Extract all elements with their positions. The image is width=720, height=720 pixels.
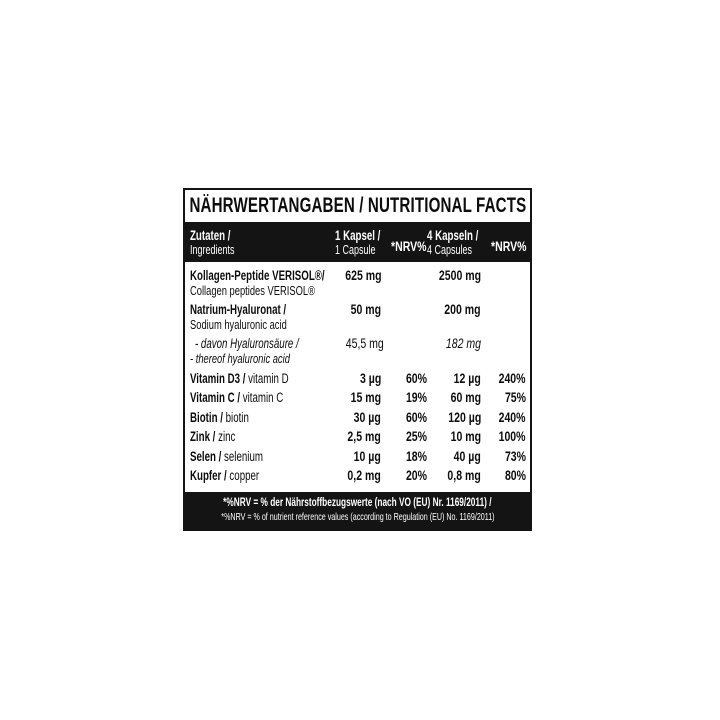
- header-ingredients-en: Ingredients: [190, 242, 235, 257]
- row-nrv-4cap: 73%: [504, 448, 526, 464]
- row-value-1cap: 15 mg: [350, 390, 381, 406]
- table-row: Biotin / biotin 30 µg 60% 120 µg 240%: [190, 408, 526, 427]
- header-nrv-4: *NRV%: [491, 238, 527, 254]
- table-row: Kupfer / copper 0,2 mg 20% 0,8 mg 80%: [190, 466, 526, 485]
- row-label-en: Collagen peptides VERISOL®: [190, 283, 316, 298]
- row-label: Vitamin D3 / vitamin D: [190, 371, 289, 386]
- table-row: - davon Hyaluronsäure / 45,5 mg 182 mg -…: [190, 335, 526, 366]
- nutrition-facts-table: NÄHRWERTANGABEN / NUTRITIONAL FACTS Zuta…: [183, 188, 532, 531]
- table-row: Natrium-Hyaluronat / 50 mg 200 mg Sodium…: [190, 301, 526, 332]
- row-label-de: Natrium-Hyaluronat /: [190, 302, 287, 317]
- row-value-1cap: 45,5 mg: [345, 336, 384, 351]
- row-value-1cap: 625 mg: [345, 268, 382, 283]
- row-value-4cap: 200 mg: [444, 302, 481, 317]
- table-body: Kollagen-Peptide VERISOL®/ 625 mg 2500 m…: [185, 262, 530, 492]
- row-label: Selen / selenium: [190, 448, 263, 464]
- row-nrv-1cap: 60%: [405, 409, 427, 425]
- header-nrv-1: *NRV%: [391, 238, 427, 254]
- table-row: Selen / selenium 10 µg 18% 40 µg 73%: [190, 447, 526, 466]
- row-label-de: - davon Hyaluronsäure /: [195, 336, 299, 351]
- row-value-4cap: 12 µg: [453, 371, 481, 386]
- row-nrv-4cap: 80%: [504, 467, 526, 483]
- header-ingredients-de: Zutaten /: [190, 227, 231, 243]
- header-1-capsule-en: 1 Capsule: [335, 242, 376, 257]
- row-value-4cap: 10 mg: [450, 429, 481, 445]
- header-4-capsules-en: 4 Capsules: [427, 242, 473, 257]
- row-label: Biotin / biotin: [190, 409, 249, 425]
- row-value-1cap: 10 µg: [353, 448, 381, 464]
- row-value-1cap: 2,5 mg: [347, 429, 381, 445]
- nrv-footnote-de: *%NRV = % der Nährstoffbezugswerte (nach…: [223, 497, 492, 509]
- row-nrv-1cap: 60%: [405, 371, 427, 386]
- row-label: Vitamin C / vitamin C: [190, 390, 284, 406]
- nrv-footnote-en: *%NRV = % of nutrient reference values (…: [220, 511, 495, 523]
- table-row: Vitamin D3 / vitamin D 3 µg 60% 12 µg 24…: [190, 369, 526, 388]
- header-1-capsule: 1 Kapsel / 1 Capsule: [335, 228, 381, 258]
- row-value-4cap: 40 µg: [453, 448, 481, 464]
- row-label: Kupfer / copper: [190, 467, 260, 483]
- row-value-1cap: 50 mg: [350, 302, 381, 317]
- row-value-4cap: 60 mg: [450, 390, 481, 406]
- header-1-capsule-de: 1 Kapsel /: [335, 227, 381, 243]
- row-nrv-1cap: 18%: [405, 448, 427, 464]
- row-value-4cap: 2500 mg: [438, 268, 482, 283]
- table-header-row: Zutaten / Ingredients 1 Kapsel / 1 Capsu…: [185, 222, 530, 262]
- row-nrv-1cap: 19%: [405, 390, 427, 406]
- table-title: NÄHRWERTANGABEN / NUTRITIONAL FACTS: [189, 194, 526, 217]
- row-nrv-4cap: 75%: [504, 390, 526, 406]
- row-value-4cap: 0,8 mg: [447, 467, 481, 483]
- row-nrv-1cap: 25%: [405, 429, 427, 445]
- row-label: Zink / zinc: [190, 429, 236, 445]
- row-nrv-4cap: 100%: [499, 429, 526, 445]
- row-value-4cap: 120 µg: [447, 409, 481, 425]
- nrv-footnote: *%NRV = % der Nährstoffbezugswerte (nach…: [185, 492, 530, 529]
- header-4-capsules-de: 4 Kapseln /: [427, 227, 479, 243]
- row-label-en: - thereof hyaluronic acid: [190, 351, 290, 366]
- table-title-bar: NÄHRWERTANGABEN / NUTRITIONAL FACTS: [185, 190, 530, 222]
- row-value-1cap: 3 µg: [359, 371, 381, 386]
- table-row: Vitamin C / vitamin C 15 mg 19% 60 mg 75…: [190, 388, 526, 407]
- row-value-1cap: 30 µg: [353, 409, 381, 425]
- row-value-1cap: 0,2 mg: [347, 467, 381, 483]
- table-row: Zink / zinc 2,5 mg 25% 10 mg 100%: [190, 427, 526, 446]
- row-label-de: Kollagen-Peptide VERISOL®/: [190, 268, 325, 283]
- row-nrv-1cap: 20%: [405, 467, 427, 483]
- header-4-capsules: 4 Kapseln / 4 Capsules: [427, 228, 481, 258]
- row-value-4cap: 182 mg: [445, 336, 481, 351]
- row-label-en: Sodium hyaluronic acid: [190, 317, 287, 332]
- header-ingredients: Zutaten / Ingredients: [190, 228, 335, 258]
- row-nrv-4cap: 240%: [499, 371, 526, 386]
- table-row: Kollagen-Peptide VERISOL®/ 625 mg 2500 m…: [190, 267, 526, 298]
- row-nrv-4cap: 240%: [499, 409, 526, 425]
